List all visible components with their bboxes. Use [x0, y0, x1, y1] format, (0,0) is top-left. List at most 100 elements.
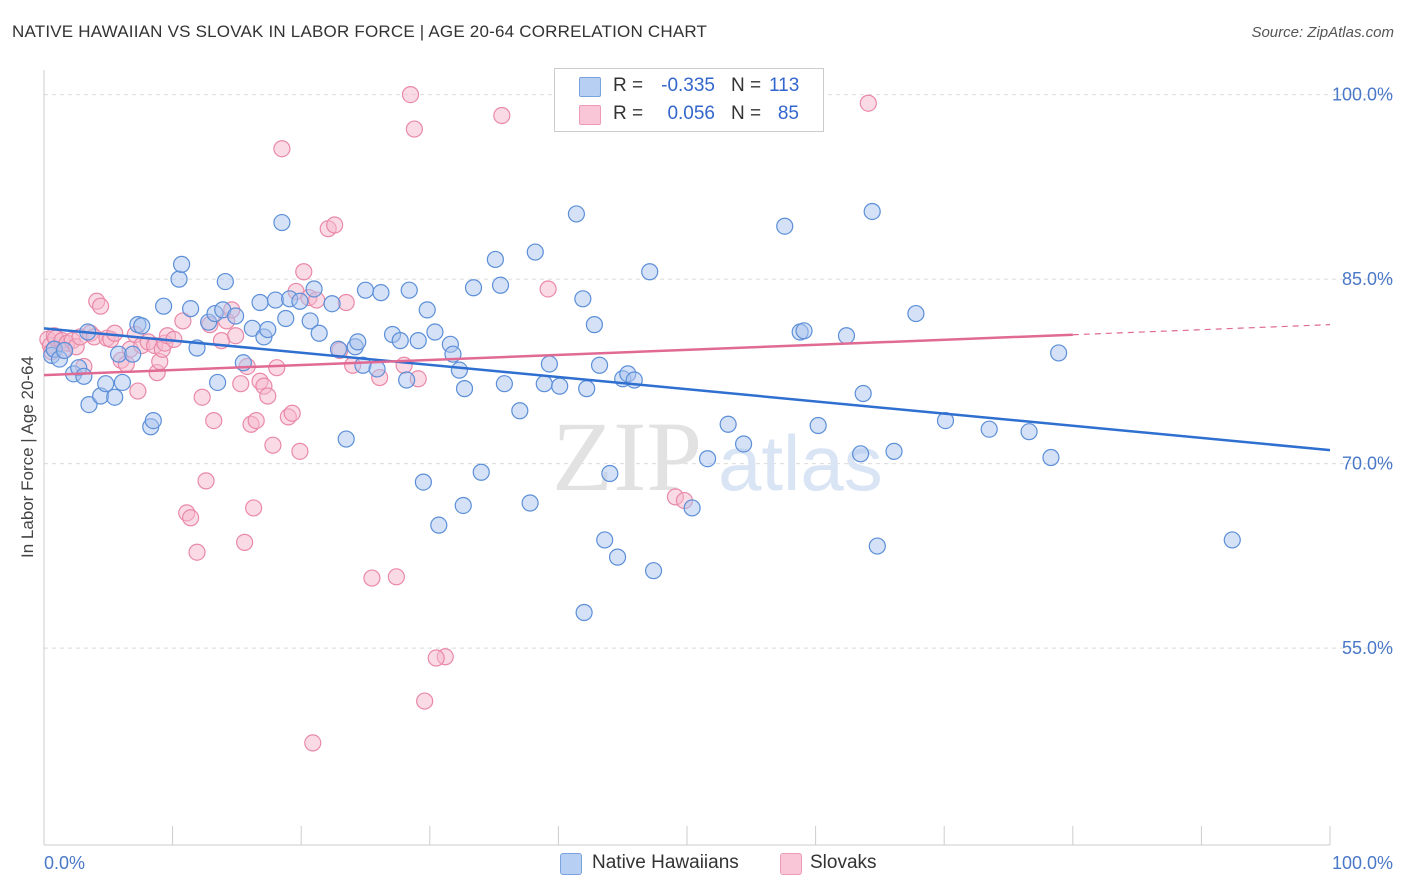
native-hawaiian-point [97, 375, 115, 393]
slovak-point [91, 297, 110, 315]
native-hawaiian-point [450, 361, 468, 379]
native-hawaiian-point [106, 388, 124, 406]
native-hawaiian-point [1050, 344, 1068, 362]
slovak-point [227, 327, 245, 345]
native-hawaiian-point [216, 272, 234, 291]
native-hawaiian-point [464, 279, 483, 297]
native-hawaiian-point [526, 243, 544, 261]
native-hawaiian-point [578, 380, 596, 398]
y-tick-label: 70.0% [1342, 454, 1393, 474]
native-hawaiian-point [511, 402, 529, 420]
correlation-legend: R = -0.335 N = 113 R = 0.056 N = 85 [554, 68, 824, 132]
watermark: ZIP atlas [552, 401, 883, 512]
r-value: -0.335 [661, 75, 715, 96]
slovak-point [197, 472, 215, 490]
native-hawaiian-point [409, 332, 427, 350]
pink-swatch [579, 105, 601, 125]
y-tick-label: 85.0% [1342, 269, 1393, 289]
n-value: 85 [777, 103, 799, 124]
native-hawaiian-point [170, 270, 188, 288]
slovak-point [304, 734, 322, 752]
slovak-point [247, 411, 265, 430]
native-hawaiian-point [868, 537, 886, 555]
native-hawaiian-point [472, 463, 490, 481]
n-label: N = [731, 103, 762, 124]
slovak-point [295, 263, 313, 281]
pink-swatch [780, 853, 802, 875]
native-hawaiian-point [144, 411, 162, 430]
native-hawaiian-point [1223, 531, 1241, 549]
slovak-point [337, 293, 355, 312]
native-hawaiian-point [418, 301, 436, 319]
native-hawaiian-point [837, 327, 856, 345]
native-hawaiian-point [259, 320, 277, 339]
native-hawaiian-point [907, 304, 925, 323]
blue-swatch [579, 77, 601, 97]
native-hawaiian-point [455, 380, 474, 398]
native-hawaiian-point [337, 430, 355, 448]
slovak-point [416, 692, 434, 710]
native-hawaiian-point [608, 548, 627, 566]
native-hawaiian-point [885, 442, 903, 460]
native-hawaiian-point [154, 297, 173, 315]
slovak-point [259, 387, 277, 405]
native-hawaiian-point [551, 377, 569, 395]
r-value: 0.056 [667, 103, 715, 124]
native-hawaiian-point [596, 531, 614, 549]
slovak-point [268, 359, 286, 377]
native-hawaiian-point [323, 295, 341, 313]
series-legend: Native Hawaiians Slovaks [0, 852, 1406, 878]
legend-label: Native Hawaiians [592, 852, 739, 873]
native-hawaiian-point [426, 323, 444, 341]
slovak-point [264, 436, 282, 454]
slovak-point [387, 568, 405, 586]
legend-label: Slovaks [810, 852, 877, 873]
native-hawaiian-point [521, 494, 539, 512]
slovak-point [205, 411, 223, 430]
native-hawaiian-point [486, 250, 504, 269]
native-hawaiian-point [719, 415, 737, 433]
native-hawaiian-point [133, 317, 151, 335]
native-hawaiian-point [80, 396, 98, 414]
slovak-point [326, 216, 344, 234]
native-hawaiian-point [398, 371, 416, 389]
native-hawaiian-point [641, 263, 659, 281]
native-hawaiian-point [540, 355, 558, 373]
native-hawaiian-point [535, 375, 553, 393]
native-hawaiian-point [854, 384, 872, 403]
legend-row-native-hawaiians: R = -0.335 N = 113 [555, 73, 823, 101]
slovak-point [539, 280, 557, 298]
native-hawaiian-point [574, 290, 592, 308]
native-hawaiian-point [227, 307, 245, 325]
native-hawaiian-point [590, 356, 609, 374]
native-hawaiian-point [75, 367, 93, 385]
native-hawaiian-point [1020, 423, 1038, 441]
slovak-point [273, 140, 291, 158]
native-hawaiian-point [776, 217, 794, 235]
native-hawaiian-point [1042, 448, 1060, 467]
native-hawaiian-point [349, 333, 367, 351]
native-hawaiian-point [795, 322, 813, 340]
native-hawaiian-point [454, 496, 472, 515]
native-hawaiian-point [980, 420, 998, 438]
blue-swatch [560, 853, 582, 875]
slovaks-trend-extension [1072, 324, 1331, 336]
slovak-point [193, 388, 211, 406]
r-label: R = [613, 75, 644, 96]
native-hawaiian-point [356, 281, 375, 299]
slovak-point [283, 404, 301, 422]
slovak-point [401, 86, 420, 104]
watermark-atlas: atlas [718, 419, 883, 507]
slovak-point [245, 499, 263, 517]
native-hawaiian-point [852, 445, 870, 463]
chart-title: NATIVE HAWAIIAN VS SLOVAK IN LABOR FORCE… [12, 22, 708, 41]
slovak-point [427, 649, 445, 667]
native-hawaiian-point [277, 309, 295, 328]
native-hawaiian-point [310, 324, 328, 342]
native-hawaiian-point [291, 292, 309, 310]
legend-row-slovaks: R = 0.056 N = 85 [555, 101, 823, 129]
native-hawaiian-point [301, 312, 319, 330]
native-hawaiian-point [182, 300, 200, 318]
y-tick-label: 100.0% [1332, 85, 1393, 105]
